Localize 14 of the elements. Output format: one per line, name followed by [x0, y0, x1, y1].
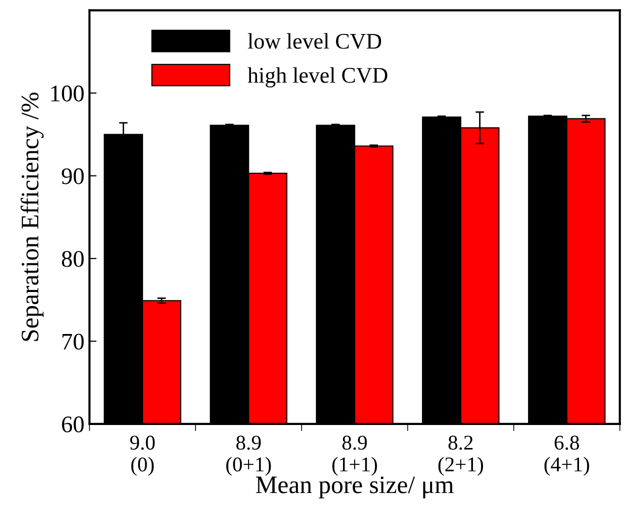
- y-tick-label: 80: [62, 250, 84, 267]
- x-tick-label: 8.9 (0+1): [226, 436, 271, 476]
- y-tick-label: 60: [62, 416, 84, 432]
- x-tick-label: 9.0 (0): [130, 436, 155, 476]
- x-axis-title: Mean pore size/ μm: [256, 476, 454, 498]
- y-axis-title: Separation Efficiency /%: [20, 92, 44, 341]
- x-tick-label: 8.9 (1+1): [332, 436, 377, 476]
- y-tick-label: 100: [51, 86, 84, 102]
- y-tick-label: 90: [62, 168, 84, 184]
- legend-label: high level CVD: [248, 67, 388, 88]
- x-tick-label: 8.2 (2+1): [438, 436, 484, 476]
- legend-label: low level CVD: [248, 33, 382, 49]
- x-tick-label: 6.8 (4+1): [544, 436, 590, 476]
- y-tick-label: 70: [62, 334, 84, 350]
